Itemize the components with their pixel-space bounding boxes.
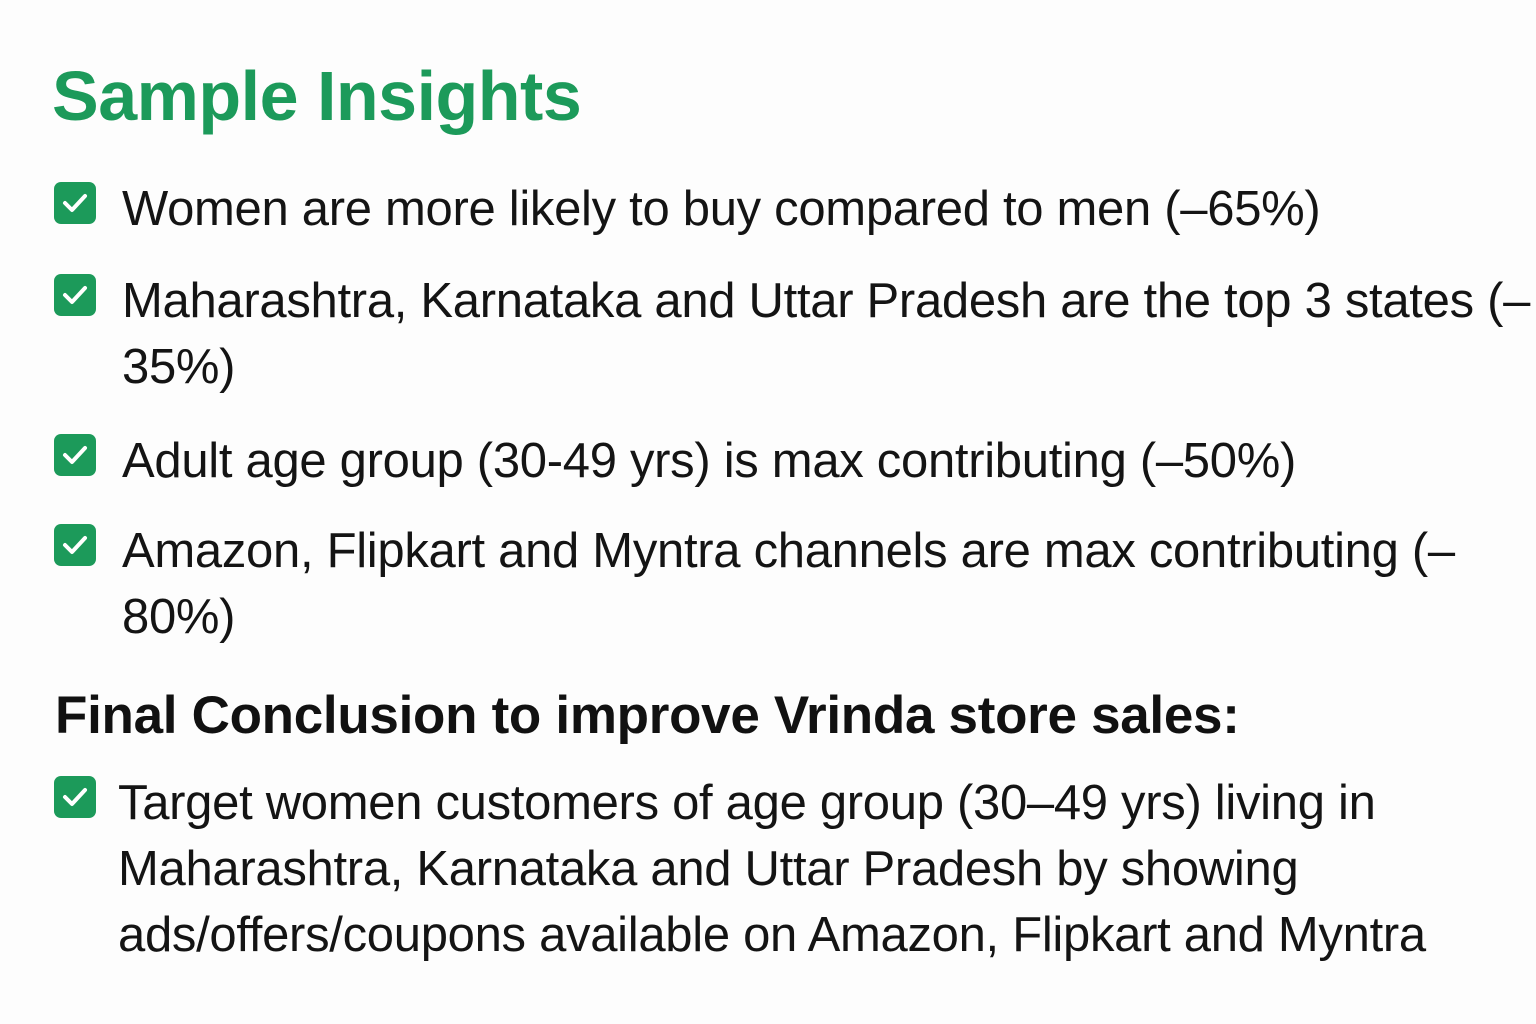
page-title: Sample Insights [52,57,582,135]
checkbox-checked-icon [54,524,96,566]
conclusion-heading: Final Conclusion to improve Vrinda store… [55,686,1240,745]
checkbox-checked-icon [54,776,96,818]
insight-text: Adult age group (30-49 yrs) is max contr… [122,434,1296,488]
insight-text: Women are more likely to buy compared to… [122,182,1321,236]
checkbox-checked-icon [54,434,96,476]
checkbox-checked-icon [54,274,96,316]
insight-item: Maharashtra, Karnataka and Uttar Pradesh… [54,268,1536,400]
insight-text: Amazon, Flipkart and Myntra channels are… [122,524,1455,644]
insight-text: Maharashtra, Karnataka and Uttar Pradesh… [122,274,1531,394]
checkbox-checked-icon [54,182,96,224]
conclusion-text: Target women customers of age group (30–… [118,776,1426,962]
conclusion-item: Target women customers of age group (30–… [54,770,1518,968]
insight-item: Amazon, Flipkart and Myntra channels are… [54,518,1482,650]
insight-item: Women are more likely to buy compared to… [54,176,1502,242]
insight-item: Adult age group (30-49 yrs) is max contr… [54,428,1502,494]
